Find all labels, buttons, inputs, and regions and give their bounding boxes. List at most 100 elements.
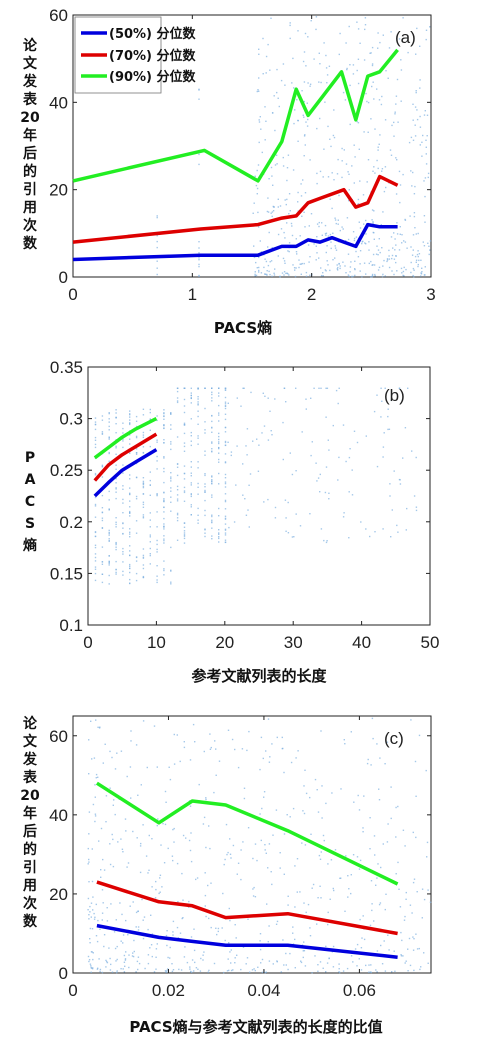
scatter-point — [190, 392, 192, 394]
scatter-point — [285, 517, 287, 519]
scatter-point — [151, 955, 153, 958]
scatter-point — [156, 493, 158, 496]
scatter-point — [365, 233, 367, 235]
scatter-point — [248, 526, 250, 528]
scatter-point — [277, 198, 279, 200]
scatter-point — [322, 967, 324, 969]
scatter-point — [352, 64, 355, 66]
scatter-point — [88, 739, 90, 741]
scatter-point — [163, 539, 165, 542]
scatter-point — [207, 971, 209, 973]
scatter-point — [170, 413, 172, 415]
scatter-point — [124, 818, 127, 820]
scatter-point — [394, 111, 396, 113]
scatter-point — [289, 210, 291, 212]
scatter-point — [122, 498, 124, 501]
scatter-point — [404, 241, 407, 243]
scatter-point — [330, 859, 333, 861]
scatter-point — [185, 837, 187, 839]
panel-b-ticks: 0 10 20 30 40 500.10.150.20.250.30.35 — [50, 358, 440, 652]
scatter-point — [289, 816, 291, 818]
scatter-point — [364, 24, 367, 26]
scatter-point — [183, 405, 186, 407]
scatter-point — [383, 432, 385, 434]
scatter-point — [227, 851, 229, 854]
scatter-point — [115, 523, 117, 526]
scatter-point — [364, 17, 367, 19]
scatter-point — [425, 139, 427, 141]
scatter-point — [92, 952, 94, 954]
scatter-point — [101, 464, 104, 466]
quantile-line-2 — [72, 48, 399, 183]
scatter-point — [377, 47, 379, 49]
scatter-point — [372, 221, 374, 223]
scatter-point — [190, 860, 193, 863]
scatter-point — [135, 425, 138, 428]
scatter-point — [192, 723, 195, 726]
scatter-point — [294, 906, 296, 908]
scatter-point — [230, 962, 232, 964]
scatter-point — [307, 118, 309, 121]
scatter-point — [221, 927, 223, 929]
scatter-point — [325, 387, 327, 389]
scatter-point — [91, 880, 94, 883]
scatter-point — [218, 458, 220, 461]
scatter-point — [163, 560, 165, 562]
scatter-point — [337, 158, 339, 161]
scatter-point — [102, 762, 104, 764]
scatter-point — [183, 956, 186, 958]
scatter-point — [256, 438, 258, 440]
scatter-point — [211, 514, 213, 516]
scatter-point — [122, 488, 124, 490]
scatter-point — [261, 151, 263, 154]
scatter-point — [325, 971, 327, 973]
scatter-point — [230, 949, 232, 951]
scatter-point — [101, 494, 104, 497]
scatter-point — [122, 968, 124, 970]
scatter-point — [315, 28, 317, 31]
scatter-point — [126, 866, 128, 868]
scatter-point — [131, 955, 134, 957]
scatter-point — [292, 807, 295, 810]
scatter-point — [241, 748, 244, 750]
scatter-point — [197, 461, 199, 463]
scatter-point — [372, 170, 374, 172]
scatter-point — [218, 404, 220, 407]
scatter-point — [163, 538, 165, 540]
scatter-point — [368, 241, 370, 243]
scatter-point — [183, 478, 186, 480]
scatter-point — [318, 854, 321, 857]
scatter-point — [230, 454, 232, 457]
scatter-point — [142, 414, 145, 416]
scatter-point — [198, 257, 200, 259]
scatter-point — [170, 428, 172, 430]
x-tick-label: 20 — [215, 633, 234, 652]
scatter-point — [94, 546, 97, 549]
scatter-point — [275, 809, 278, 811]
scatter-point — [193, 949, 196, 952]
scatter-point — [115, 412, 117, 414]
scatter-point — [100, 876, 102, 878]
scatter-point — [292, 169, 295, 171]
scatter-point — [87, 863, 89, 865]
scatter-point — [208, 969, 210, 972]
scatter-point — [137, 794, 139, 796]
scatter-point — [149, 554, 151, 557]
scatter-point — [412, 267, 415, 270]
scatter-point — [135, 435, 138, 438]
scatter-point — [325, 234, 327, 237]
scatter-point — [176, 387, 179, 389]
scatter-point — [394, 113, 396, 115]
scatter-point — [411, 254, 414, 256]
scatter-point — [300, 263, 302, 265]
scatter-point — [157, 818, 159, 820]
scatter-point — [203, 951, 205, 953]
scatter-point — [333, 136, 336, 139]
scatter-point — [327, 923, 329, 926]
scatter-point — [115, 491, 117, 493]
scatter-point — [198, 274, 200, 277]
scatter-point — [269, 69, 271, 71]
scatter-point — [309, 935, 312, 937]
scatter-point — [305, 65, 307, 67]
